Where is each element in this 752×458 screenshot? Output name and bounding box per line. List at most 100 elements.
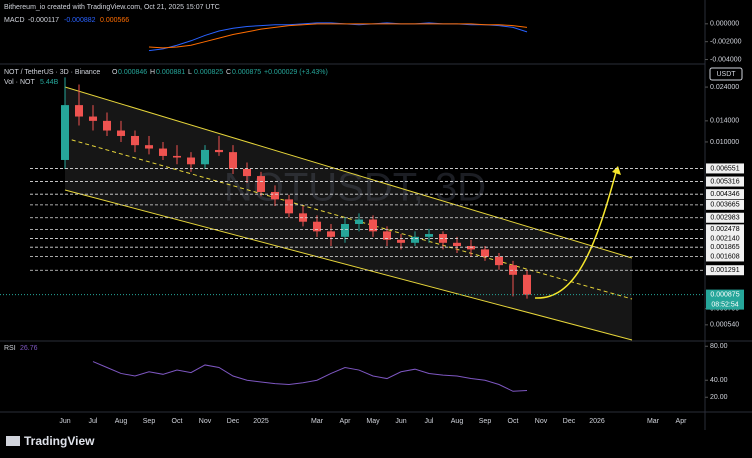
y-tick-label: 40.00 — [710, 377, 728, 384]
macd-legend-value: -0.000882 — [64, 17, 96, 24]
price-title: NOT / TetherUS · 3D · Binance — [4, 69, 100, 76]
x-tick-label: Apr — [676, 418, 688, 425]
candle-body — [397, 239, 405, 243]
x-tick-label: Nov — [199, 418, 212, 425]
macd-legend-value: 0.000566 — [100, 17, 129, 24]
x-tick-label: Aug — [451, 418, 464, 425]
x-tick-label: Jun — [395, 418, 406, 425]
x-tick-label: Dec — [227, 418, 240, 425]
level-label: 0.001608 — [710, 253, 739, 260]
level-box — [706, 251, 744, 262]
candle-body — [467, 246, 475, 250]
candle-body — [89, 116, 97, 121]
last-price-box — [706, 289, 744, 310]
candle-body — [117, 130, 125, 136]
series-line — [92, 361, 528, 392]
ohlc-key: O — [112, 69, 118, 76]
x-tick-label: Aug — [115, 418, 128, 425]
y-tick-label: 0.014000 — [710, 118, 739, 125]
candle-body — [523, 274, 531, 295]
candle-body — [313, 221, 321, 232]
attribution: Bithereum_io created with TradingView.co… — [4, 4, 220, 11]
candle-body — [145, 145, 153, 149]
candle-body — [383, 231, 391, 240]
rsi-title: RSI — [4, 345, 16, 352]
last-price-label: 0.000875 — [710, 291, 739, 298]
level-box — [706, 189, 744, 200]
level-box — [706, 176, 744, 187]
candle-body — [425, 234, 433, 237]
ohlc-value: 0.000825 — [194, 69, 223, 76]
x-tick-label: Jul — [89, 418, 98, 425]
rsi-value: 26.76 — [20, 345, 38, 352]
candle-body — [453, 242, 461, 247]
candle-body — [131, 135, 139, 146]
level-label: 0.001291 — [710, 267, 739, 274]
volume-label: Vol · NOT — [4, 79, 35, 86]
candle-body — [355, 219, 363, 224]
candle-body — [285, 199, 293, 214]
x-tick-label: 2025 — [253, 418, 269, 425]
x-tick-label: Jul — [425, 418, 434, 425]
candle-body — [271, 191, 279, 200]
level-box — [706, 163, 744, 174]
level-box — [706, 242, 744, 253]
level-box — [706, 212, 744, 223]
y-tick-label: 20.00 — [710, 394, 728, 401]
ohlc-value: 0.000881 — [156, 69, 185, 76]
level-label: 0.003665 — [710, 202, 739, 209]
candle-body — [327, 231, 335, 237]
series-line — [148, 23, 528, 49]
candle-body — [495, 256, 503, 266]
logo-text: TradingView — [24, 434, 95, 448]
y-tick-label: 0.000000 — [710, 21, 739, 28]
level-label: 0.002140 — [710, 235, 739, 242]
y-tick-label: -0.002000 — [710, 39, 742, 46]
y-tick-label: 0.010000 — [710, 139, 739, 146]
level-box — [706, 224, 744, 235]
arrow-head — [612, 166, 621, 175]
ohlc-key: H — [150, 69, 155, 76]
x-tick-label: Sep — [143, 418, 156, 425]
x-tick-label: Dec — [563, 418, 576, 425]
x-tick-label: Nov — [535, 418, 548, 425]
x-tick-label: Mar — [311, 418, 324, 425]
macd-legend-value: -0.000117 — [28, 17, 59, 24]
x-tick-label: Sep — [479, 418, 492, 425]
x-tick-label: 2026 — [589, 418, 605, 425]
x-tick-label: Oct — [172, 418, 183, 425]
candle-body — [369, 219, 377, 232]
candle-body — [173, 155, 181, 158]
change: +0.000029 (+3.43%) — [264, 69, 328, 76]
projection-arrow — [534, 171, 617, 299]
level-label: 0.001865 — [710, 244, 739, 251]
x-tick-label: Apr — [340, 418, 352, 425]
countdown: 08:52:54 — [711, 301, 738, 308]
x-tick-label: Jun — [59, 418, 70, 425]
candle-body — [61, 105, 69, 160]
level-label: 0.005316 — [710, 178, 739, 185]
x-tick-label: Oct — [508, 418, 519, 425]
ohlc-value: 0.000846 — [118, 69, 147, 76]
level-label: 0.004346 — [710, 191, 739, 198]
channel-mid — [64, 137, 633, 300]
logo-mark — [6, 436, 20, 446]
watermark: NOTUSDT, 3D — [224, 166, 486, 210]
candle-body — [411, 236, 419, 243]
level-box — [706, 199, 744, 210]
ohlc-value: 0.000875 — [232, 69, 261, 76]
y-tick-label: 0.000540 — [710, 322, 739, 329]
macd-title: MACD — [4, 17, 25, 24]
candle-body — [341, 223, 349, 237]
currency-box — [709, 67, 743, 81]
candle-body — [229, 152, 237, 169]
candle-body — [481, 249, 489, 257]
candle-body — [103, 120, 111, 131]
candle-body — [215, 149, 223, 153]
x-tick-label: Mar — [647, 418, 660, 425]
candle-body — [201, 149, 209, 165]
level-box — [706, 265, 744, 276]
level-label: 0.002478 — [710, 226, 739, 233]
volume-value: 5.44B — [40, 79, 59, 86]
